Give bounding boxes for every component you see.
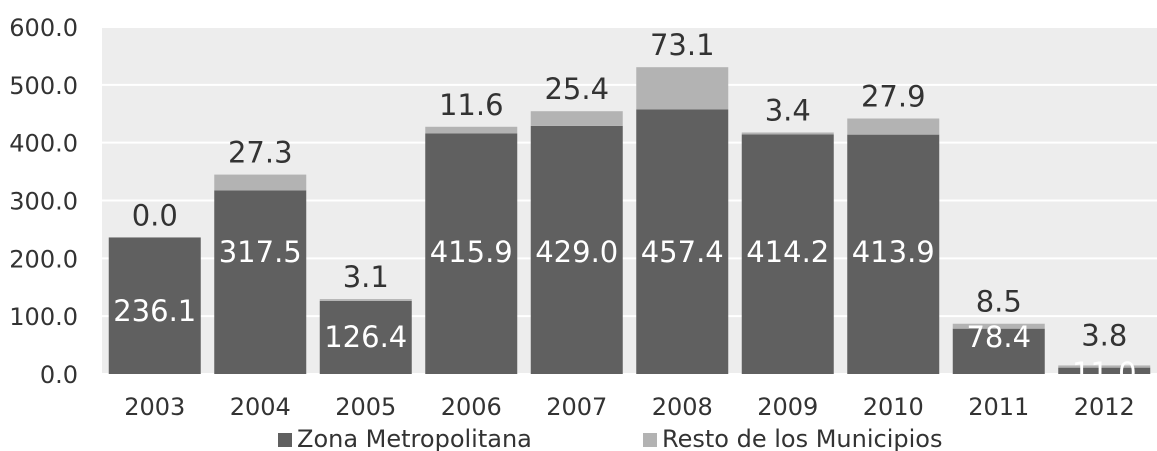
- y-axis-ticks: 0.0 100.0 200.0 300.0 400.0 500.0 600.0: [9, 14, 78, 389]
- data-label-resto-de-los-municipios-2008: 73.1: [650, 28, 715, 62]
- x-tick-label-2007: 2007: [546, 393, 607, 421]
- legend: Zona Metropolitana Resto de los Municipi…: [278, 425, 942, 451]
- bar-resto-de-los-municipios-2007: [530, 111, 623, 126]
- data-label-resto-de-los-municipios-2006: 11.6: [439, 88, 504, 122]
- legend-label-zona-metropolitana: Zona Metropolitana: [297, 425, 532, 451]
- x-tick-label-2009: 2009: [757, 393, 818, 421]
- bar-zona-metropolitana-2003: [108, 237, 201, 374]
- x-tick-label-2012: 2012: [1074, 393, 1135, 421]
- data-label-zona-metropolitana-2004: 317.5: [219, 235, 302, 269]
- x-tick-label-2003: 2003: [124, 393, 185, 421]
- x-tick-label-2008: 2008: [652, 393, 713, 421]
- legend-label-resto-de-los-municipios: Resto de los Municipios: [662, 425, 942, 451]
- data-label-resto-de-los-municipios-2012: 3.8: [1081, 318, 1127, 352]
- data-label-resto-de-los-municipios-2011: 8.5: [976, 285, 1022, 319]
- x-tick-label-2011: 2011: [968, 393, 1029, 421]
- y-tick-label-0.0: 0.0: [40, 361, 78, 389]
- x-tick-label-2004: 2004: [230, 393, 291, 421]
- bar-zona-metropolitana-2008: [636, 109, 729, 374]
- bar-zona-metropolitana-2011: [952, 328, 1045, 374]
- data-label-zona-metropolitana-2005: 126.4: [324, 320, 407, 354]
- x-tick-label-2010: 2010: [863, 393, 924, 421]
- x-axis-ticks: 2003 2004 2005 2006 2007 2008 2009 2010 2011 2012: [124, 393, 1135, 421]
- bar-resto-de-los-municipios-2005: [319, 299, 412, 301]
- bar-zona-metropolitana-2005: [319, 300, 412, 374]
- y-tick-label-300.0: 300.0: [9, 188, 78, 216]
- data-label-zona-metropolitana-2008: 457.4: [641, 235, 724, 269]
- data-label-resto-de-los-municipios-2010: 27.9: [861, 79, 926, 113]
- legend-swatch-zona-metropolitana: [278, 433, 292, 447]
- x-tick-label-2006: 2006: [441, 393, 502, 421]
- data-label-zona-metropolitana-2011: 78.4: [966, 320, 1031, 354]
- bar-resto-de-los-municipios-2008: [636, 67, 729, 110]
- x-tick-label-2005: 2005: [335, 393, 396, 421]
- data-label-zona-metropolitana-2012: 11.0: [1072, 356, 1137, 390]
- data-label-zona-metropolitana-2006: 415.9: [430, 235, 513, 269]
- y-tick-label-100.0: 100.0: [9, 303, 78, 331]
- bar-resto-de-los-municipios-2010: [847, 118, 940, 135]
- y-tick-label-400.0: 400.0: [9, 130, 78, 158]
- data-label-resto-de-los-municipios-2007: 25.4: [544, 72, 609, 106]
- data-label-resto-de-los-municipios-2003: 0.0: [132, 198, 178, 232]
- data-label-zona-metropolitana-2007: 429.0: [535, 235, 618, 269]
- data-label-zona-metropolitana-2010: 413.9: [852, 235, 935, 269]
- bar-zona-metropolitana-2004: [214, 190, 307, 374]
- bar-zona-metropolitana-2009: [741, 134, 834, 374]
- data-label-resto-de-los-municipios-2009: 3.4: [765, 93, 811, 127]
- bar-resto-de-los-municipios-2012: [1058, 365, 1151, 368]
- y-tick-label-600.0: 600.0: [9, 14, 78, 42]
- data-label-zona-metropolitana-2009: 414.2: [746, 235, 829, 269]
- y-tick-label-200.0: 200.0: [9, 245, 78, 273]
- bar-resto-de-los-municipios-2009: [741, 132, 834, 135]
- bar-zona-metropolitana-2012: [1058, 367, 1151, 374]
- bar-resto-de-los-municipios-2004: [214, 174, 307, 191]
- y-tick-label-500.0: 500.0: [9, 72, 78, 100]
- bar-zona-metropolitana-2006: [425, 133, 518, 374]
- data-label-resto-de-los-municipios-2004: 27.3: [228, 136, 293, 170]
- data-label-zona-metropolitana-2003: 236.1: [113, 294, 196, 328]
- bar-resto-de-los-municipios-2011: [952, 323, 1045, 329]
- bars: 236.1 0.0 317.5 27.3 126.4 3.1 415.9 11.6 429.0 2…: [108, 28, 1151, 390]
- bar-resto-de-los-municipios-2006: [425, 126, 518, 134]
- bar-zona-metropolitana-2010: [847, 134, 940, 374]
- legend-swatch-resto-de-los-municipios: [643, 433, 657, 447]
- bar-zona-metropolitana-2007: [530, 125, 623, 375]
- data-label-resto-de-los-municipios-2005: 3.1: [343, 260, 389, 294]
